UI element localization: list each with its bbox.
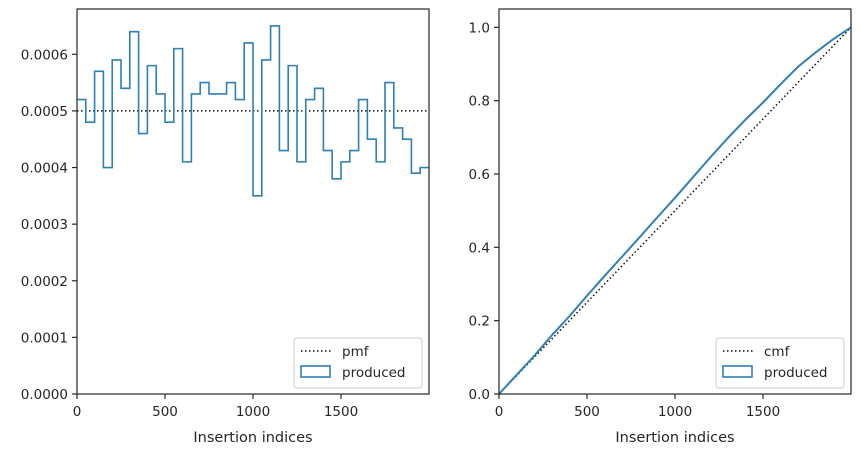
y-tick-label: 0.6 [469,167,490,183]
y-tick-label: 0.0006 [21,47,68,63]
x-axis-label: Insertion indices [193,430,312,446]
x-tick-label: 1000 [236,404,270,420]
legend-produced-swatch [300,365,331,378]
legend: pmf produced [293,337,423,389]
x-tick-label: 1500 [746,404,780,420]
y-tick-label: 0.0000 [21,387,68,403]
x-tick-label: 500 [152,404,178,420]
x-axis-label: Insertion indices [615,430,734,446]
y-tick-label: 0.0002 [21,274,68,290]
x-tick-label: 1500 [324,404,358,420]
y-tick-label: 0.2 [469,314,490,330]
legend-pmf-label: pmf [342,344,370,360]
legend-produced-swatch [722,365,753,378]
y-tick-label: 0.0005 [21,104,68,120]
cmf-reference-line [498,26,852,395]
legend-cmf-label: cmf [764,344,791,360]
x-tick-label: 500 [574,404,600,420]
produced-step-histogram [77,25,429,197]
x-tick-label: 0 [495,404,504,420]
y-tick-label: 0.4 [469,240,490,256]
y-tick-label: 0.8 [469,94,490,110]
produced-cumulative-line [498,26,852,395]
cmf-panel: 0.0 0.2 0.4 0.6 0.8 1.0 0 500 1000 1500 Insertio… [469,8,852,446]
y-tick-label: 1.0 [469,20,490,36]
x-tick-label: 0 [73,404,82,420]
y-tick-label: 0.0003 [21,217,68,233]
plot-frame [498,8,852,395]
y-tick-label: 0.0 [469,387,490,403]
x-tick-label: 1000 [658,404,692,420]
y-tick-label: 0.0004 [21,161,68,177]
plot-frame [76,8,430,395]
pmf-panel: 0.0000 0.0001 0.0002 0.0003 0.0004 0.0005 0.00… [21,8,430,446]
legend-produced-label: produced [764,365,828,381]
y-tick-label: 0.0001 [21,330,68,346]
legend-produced-label: produced [342,365,406,381]
legend: cmf produced [715,337,845,389]
